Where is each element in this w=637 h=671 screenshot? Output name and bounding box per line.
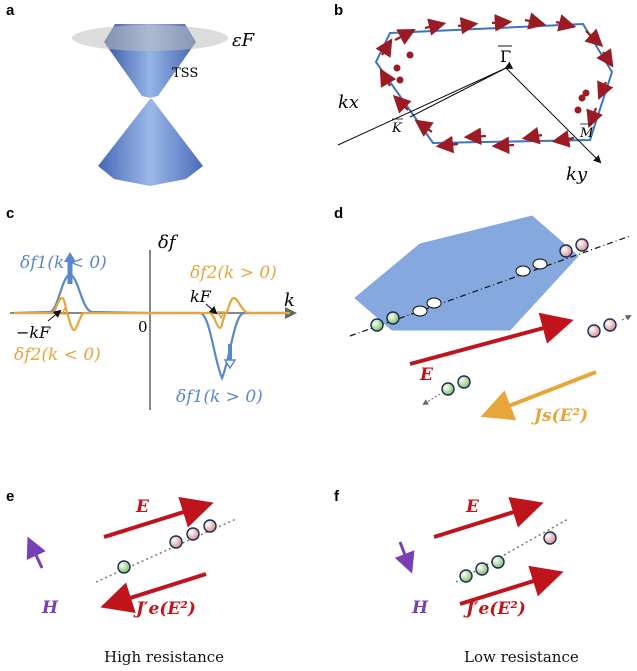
panel-letter-d: d — [334, 205, 344, 222]
d-e-field-label: E — [419, 365, 434, 385]
dirac-cone — [72, 24, 228, 186]
distribution-plot — [10, 250, 297, 410]
spin-current-diagram — [349, 215, 632, 421]
panel-letter-f: f — [334, 488, 339, 505]
zero-label: 0 — [138, 318, 148, 336]
surface-plane — [354, 215, 579, 331]
e-j-label: J′e(E²) — [133, 599, 196, 619]
fermi-level-label: εF — [232, 30, 256, 51]
f2-pos-label: δf2(k > 0) — [190, 263, 277, 283]
spin-dots — [393, 51, 590, 114]
e-e-field-label: E — [135, 497, 150, 517]
df-axis-label: δf — [158, 232, 179, 253]
panel-letter-b: b — [334, 2, 344, 19]
f2-curve — [14, 296, 290, 332]
panel-letter-c: c — [6, 205, 15, 222]
f-j-label: J′e(E²) — [463, 599, 526, 619]
m-point-label: M — [579, 126, 594, 141]
panel-f-diagram — [394, 496, 569, 606]
kx-label: kx — [338, 92, 359, 113]
spin-arrows — [375, 12, 614, 155]
caption-high-resistance: High resistance — [104, 648, 225, 666]
d-js-label: Js(E²) — [531, 406, 588, 426]
e-h-label: H — [41, 598, 59, 618]
f-h-label: H — [411, 598, 429, 618]
fermi-plane — [72, 25, 228, 51]
k-point-label: K — [391, 121, 403, 136]
panel-e-diagram — [26, 496, 237, 614]
kf-pos-label: kF — [190, 287, 212, 306]
panel-letter-a: a — [6, 2, 15, 19]
fermi-hexagon — [337, 22, 614, 164]
kf-neg-label: −kF — [16, 323, 51, 342]
k-axis-label: k — [284, 290, 295, 311]
gamma-label: Γ — [500, 47, 511, 66]
f1-neg-label: δf1(k < 0) — [20, 253, 107, 273]
caption-low-resistance: Low resistance — [464, 648, 579, 666]
tss-label: TSS — [172, 66, 198, 81]
f2-neg-label: δf2(k < 0) — [14, 345, 101, 365]
panel-letter-e: e — [6, 488, 15, 505]
lower-cone — [98, 99, 203, 186]
f1-pos-label: δf1(k > 0) — [176, 387, 263, 407]
f-e-field-label: E — [465, 497, 480, 517]
ky-label: ky — [566, 164, 588, 185]
